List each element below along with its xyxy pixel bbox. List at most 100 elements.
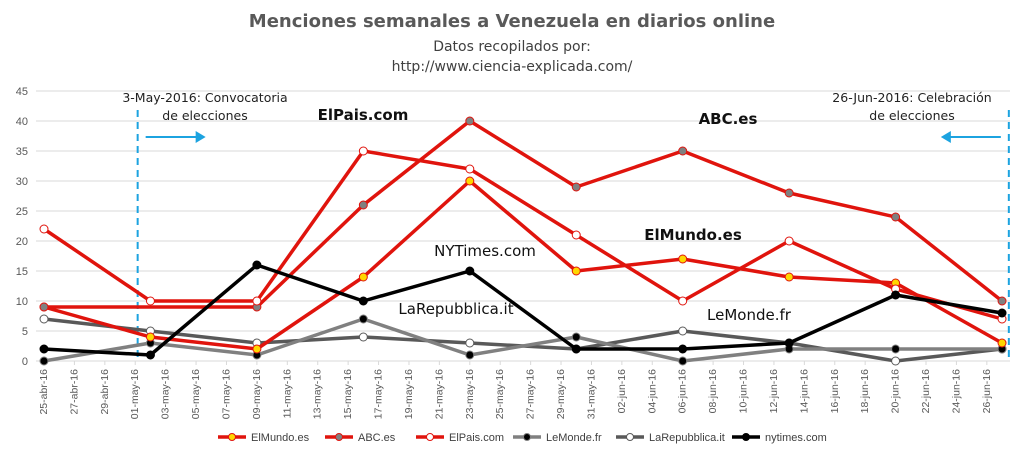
x-tick-label: 24-jun-16 bbox=[950, 369, 962, 414]
data-point bbox=[784, 272, 794, 282]
data-point bbox=[39, 302, 49, 312]
data-point bbox=[891, 356, 901, 366]
legend-label: ABC.es bbox=[358, 432, 396, 444]
x-tick-label: 20-jun-16 bbox=[890, 369, 902, 414]
chart-subtitle-line-2: http://www.ciencia-explicada.com/ bbox=[392, 59, 633, 75]
data-point bbox=[252, 344, 262, 354]
x-tick-label: 07-may-16 bbox=[220, 369, 232, 419]
x-tick-label: 10-jun-16 bbox=[738, 369, 750, 414]
event-markers: 3-May-2016: Convocatoria de elecciones 26-… bbox=[122, 90, 1010, 361]
x-tick-label: 09-may-16 bbox=[251, 369, 263, 419]
data-point bbox=[891, 290, 901, 300]
data-point bbox=[358, 332, 368, 342]
event-label: 3-May-2016: Convocatoria bbox=[122, 90, 287, 105]
legend-item-larepubblica: LaRepubblica.it bbox=[616, 432, 725, 444]
data-point bbox=[678, 296, 688, 306]
event-label: de elecciones bbox=[162, 108, 247, 123]
y-tick-label: 20 bbox=[16, 236, 28, 248]
data-point bbox=[39, 344, 49, 354]
x-tick-label: 15-may-16 bbox=[342, 369, 354, 419]
y-tick-label: 5 bbox=[22, 326, 28, 338]
legend-label: ElMundo.es bbox=[251, 432, 310, 444]
x-tick-label: 05-may-16 bbox=[190, 369, 202, 419]
series-annotation: ElPais.com bbox=[318, 106, 409, 124]
y-tick-label: 35 bbox=[16, 146, 28, 158]
legend-label: LaRepubblica.it bbox=[649, 432, 725, 444]
data-point bbox=[571, 344, 581, 354]
legend-swatch-marker bbox=[742, 433, 750, 441]
legend-swatch-marker bbox=[228, 433, 236, 441]
legend-item-elmundo: ElMundo.es bbox=[218, 432, 310, 444]
data-point bbox=[39, 314, 49, 324]
data-point bbox=[145, 296, 155, 306]
data-point bbox=[358, 200, 368, 210]
x-tick-label: 31-may-16 bbox=[585, 369, 597, 419]
y-tick-label: 15 bbox=[16, 266, 28, 278]
series-line-nytimes bbox=[43, 263, 1003, 357]
chart-subtitle-line-1: Datos recopilados por: bbox=[433, 39, 591, 55]
data-point bbox=[358, 296, 368, 306]
data-point bbox=[784, 236, 794, 246]
series-annotation: ABC.es bbox=[699, 110, 758, 128]
data-point bbox=[678, 344, 688, 354]
x-tick-label: 12-jun-16 bbox=[768, 369, 780, 414]
legend-item-nytimes: nytimes.com bbox=[732, 432, 827, 444]
y-tick-label: 10 bbox=[16, 296, 28, 308]
data-point bbox=[252, 260, 262, 270]
data-point bbox=[465, 338, 475, 348]
event-arrowhead bbox=[195, 131, 206, 143]
x-tick-label: 25-abr-16 bbox=[38, 369, 50, 415]
data-point bbox=[997, 338, 1007, 348]
y-tick-label: 30 bbox=[16, 176, 28, 188]
data-point bbox=[571, 266, 581, 276]
data-point bbox=[145, 332, 155, 342]
x-tick-label: 19-may-16 bbox=[403, 369, 415, 419]
data-point bbox=[891, 344, 901, 354]
series-elmundo bbox=[39, 176, 1007, 354]
series-line-elpais bbox=[43, 149, 1003, 321]
legend-label: LeMonde.fr bbox=[546, 432, 602, 444]
x-tick-label: 06-jun-16 bbox=[677, 369, 689, 414]
x-tick-label: 18-jun-16 bbox=[859, 369, 871, 414]
legend: ElMundo.es ABC.es ElPais.com LeMonde.fr LaRe… bbox=[218, 432, 827, 444]
data-point bbox=[678, 326, 688, 336]
series-annotation: NYTimes.com bbox=[434, 242, 536, 260]
legend-swatch-marker bbox=[626, 433, 634, 441]
series-elpais bbox=[39, 146, 1007, 324]
data-point bbox=[784, 338, 794, 348]
x-tick-label: 26-jun-16 bbox=[981, 369, 993, 414]
x-tick-label: 29-may-16 bbox=[555, 369, 567, 419]
data-point bbox=[465, 266, 475, 276]
x-tick-label: 13-may-16 bbox=[312, 369, 324, 419]
x-tick-label: 25-may-16 bbox=[494, 369, 506, 419]
x-tick-label: 14-jun-16 bbox=[798, 369, 810, 414]
x-tick-label: 21-may-16 bbox=[433, 369, 445, 419]
legend-label: nytimes.com bbox=[765, 432, 827, 444]
series-line-elmundo bbox=[43, 179, 1003, 351]
series-annotation: LaRepubblica.it bbox=[398, 300, 513, 318]
data-point bbox=[678, 356, 688, 366]
legend-label: ElPais.com bbox=[449, 432, 504, 444]
y-tick-label: 25 bbox=[16, 206, 28, 218]
data-point bbox=[571, 182, 581, 192]
data-point bbox=[358, 314, 368, 324]
series-line-lemonde bbox=[43, 317, 1002, 363]
data-point bbox=[784, 188, 794, 198]
x-tick-label: 27-may-16 bbox=[525, 369, 537, 419]
legend-swatch-marker bbox=[335, 433, 343, 441]
data-point bbox=[39, 224, 49, 234]
data-point bbox=[997, 308, 1007, 318]
data-point bbox=[465, 176, 475, 186]
y-axis: 0 5 10 15 20 25 30 35 40 45 bbox=[16, 86, 28, 368]
series-annotation: ElMundo.es bbox=[644, 226, 742, 244]
data-point bbox=[678, 254, 688, 264]
series-annotations: ElPais.com ABC.es ElMundo.es NYTimes.com LaR… bbox=[318, 106, 792, 324]
legend-swatch-marker bbox=[523, 433, 531, 441]
legend-item-abc: ABC.es bbox=[325, 432, 396, 444]
x-axis: 25-abr-16 27-abr-16 29-abr-16 01-may-16 03-m… bbox=[38, 361, 993, 419]
data-point bbox=[252, 296, 262, 306]
chart-title: Menciones semanales a Venezuela en diari… bbox=[249, 11, 775, 32]
x-tick-label: 01-may-16 bbox=[129, 369, 141, 419]
y-tick-label: 45 bbox=[16, 86, 28, 98]
